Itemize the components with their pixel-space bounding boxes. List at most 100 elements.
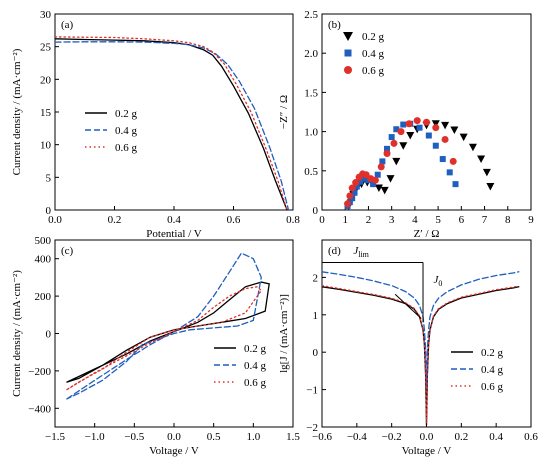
y-tick-label: 0 bbox=[46, 205, 52, 217]
legend-label: 0.2 g bbox=[481, 347, 504, 359]
legend-marker bbox=[344, 66, 352, 74]
y-tick-label: −200 bbox=[28, 366, 51, 378]
data-point-triangle bbox=[486, 182, 495, 191]
data-point-circle bbox=[423, 118, 430, 126]
legend-label: 0.4 g bbox=[362, 48, 385, 60]
annotation-jlim-base: J bbox=[353, 245, 359, 257]
y-tick-label: 0 bbox=[313, 205, 319, 217]
legend-label: 0.2 g bbox=[362, 31, 385, 43]
y-tick-label: 0.5 bbox=[304, 166, 318, 178]
x-tick-label: 0.0 bbox=[167, 431, 181, 443]
data-point-triangle bbox=[399, 142, 408, 150]
data-point-triangle bbox=[386, 175, 395, 183]
data-point-circle bbox=[432, 124, 440, 132]
series-line bbox=[55, 41, 290, 210]
data-point-triangle bbox=[482, 168, 491, 177]
x-tick-label: −0.2 bbox=[382, 431, 402, 443]
data-point-circle bbox=[344, 200, 352, 208]
chart-panel-3: −0.6 −0.4 −0.2 0.0 0.2 0.4 0.6 −2 −1 0 1 2 Voltage /… bbox=[278, 239, 538, 457]
chart-panel-1: 0 1 2 3 4 5 6 7 8 9 0 0.5 1.0 1.5 2.0 2.5 Z′ / Ω −Z″ / Ω (… bbox=[278, 9, 534, 240]
data-point-circle bbox=[348, 184, 356, 192]
data-point-circle bbox=[371, 176, 379, 184]
legend-label: 0.4 g bbox=[481, 364, 504, 376]
y-tick-label: 5 bbox=[46, 172, 52, 184]
panel-label: (b) bbox=[328, 19, 341, 31]
y-tick-label: 20 bbox=[40, 74, 52, 86]
y-axis-label: −Z″ / Ω bbox=[278, 95, 290, 129]
x-tick-label: 8 bbox=[505, 214, 511, 226]
y-tick-label: 1.5 bbox=[304, 87, 318, 99]
data-point-circle bbox=[397, 128, 405, 136]
x-tick-label: 0.4 bbox=[489, 431, 503, 443]
data-point-circle bbox=[413, 117, 421, 125]
x-tick-label: −0.4 bbox=[347, 431, 367, 443]
x-tick-label: 3 bbox=[389, 214, 395, 226]
data-point-square bbox=[416, 124, 423, 131]
legend-label: 0.4 g bbox=[244, 360, 267, 372]
data-point-circle bbox=[405, 120, 413, 128]
legend-label: 0.6 g bbox=[115, 142, 138, 154]
series-line bbox=[322, 284, 520, 424]
x-tick-label: 0.0 bbox=[420, 431, 434, 443]
x-tick-label: 1.0 bbox=[246, 431, 260, 443]
x-axis-label: Voltage / V bbox=[402, 445, 452, 457]
plot-area bbox=[66, 252, 270, 400]
x-tick-label: 0.0 bbox=[48, 214, 62, 226]
x-tick-label: −0.6 bbox=[312, 431, 332, 443]
x-tick-label: 4 bbox=[412, 214, 418, 226]
data-point-circle bbox=[441, 135, 449, 143]
x-tick-label: −1.5 bbox=[45, 431, 65, 443]
y-tick-label: 0 bbox=[46, 329, 52, 341]
y-tick-label: 2 bbox=[313, 272, 319, 284]
x-tick-label: 1 bbox=[342, 214, 348, 226]
x-tick-label: 1.5 bbox=[286, 431, 300, 443]
data-point-square bbox=[357, 178, 364, 185]
data-point-triangle bbox=[431, 120, 440, 128]
chart-panel-2: −1.5 −1.0 −0.5 0.0 0.5 1.0 1.5 −400 −200 0 200 400 5… bbox=[11, 235, 300, 457]
y-tick-label: −2 bbox=[306, 422, 318, 434]
plot-frame bbox=[321, 13, 532, 211]
y-tick-label: 200 bbox=[35, 291, 52, 303]
legend-label: 0.2 g bbox=[244, 343, 267, 355]
y-tick-label: 1.0 bbox=[304, 127, 318, 139]
data-point-square bbox=[388, 134, 395, 141]
data-point-square bbox=[452, 181, 459, 188]
x-axis-label: Potential / V bbox=[146, 228, 201, 240]
y-tick-label: 25 bbox=[40, 42, 52, 54]
legend-marker bbox=[344, 49, 352, 57]
x-tick-label: 0.2 bbox=[108, 214, 122, 226]
data-point-triangle bbox=[406, 132, 415, 140]
x-tick-label: 0.6 bbox=[227, 214, 241, 226]
data-point-square bbox=[360, 175, 367, 182]
y-tick-label: 2.5 bbox=[304, 9, 318, 21]
x-tick-label: 6 bbox=[459, 214, 465, 226]
panel-label: (c) bbox=[61, 245, 74, 257]
annotation-jlim: Jlim bbox=[353, 245, 369, 259]
data-point-square bbox=[351, 189, 358, 196]
data-point-square bbox=[384, 145, 391, 152]
annotation-j0-base: J bbox=[433, 274, 439, 286]
data-point-square bbox=[393, 126, 400, 133]
data-point-circle bbox=[383, 150, 391, 158]
y-tick-label: 15 bbox=[40, 107, 52, 119]
data-point-square bbox=[374, 171, 381, 178]
series-line bbox=[66, 252, 262, 400]
panel-label: (d) bbox=[328, 245, 341, 257]
y-tick-label: 400 bbox=[35, 254, 52, 266]
plot-area bbox=[322, 271, 520, 426]
data-point-square bbox=[446, 169, 453, 176]
data-point-triangle bbox=[380, 186, 389, 195]
annotation-j0: J0 bbox=[433, 274, 442, 288]
legend-marker bbox=[343, 32, 353, 41]
y-tick-label: 10 bbox=[40, 140, 52, 152]
legend-label: 0.2 g bbox=[115, 108, 138, 120]
x-tick-label: 0.4 bbox=[167, 214, 181, 226]
x-tick-label: 0.2 bbox=[454, 431, 468, 443]
x-tick-label: −0.5 bbox=[124, 431, 144, 443]
y-tick-label: 0 bbox=[313, 347, 319, 359]
x-axis-label: Voltage / V bbox=[149, 445, 199, 457]
series-line bbox=[55, 38, 288, 210]
data-point-triangle bbox=[477, 155, 486, 164]
y-tick-label: 1 bbox=[313, 310, 319, 322]
series-line bbox=[66, 286, 263, 391]
